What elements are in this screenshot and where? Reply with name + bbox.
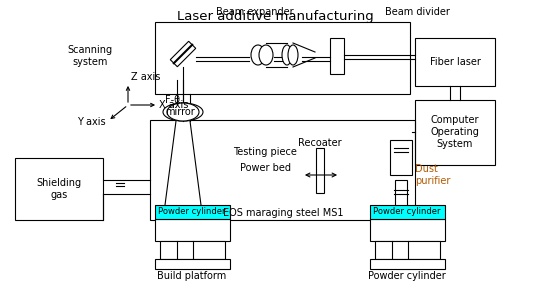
Text: X axis: X axis — [159, 100, 188, 110]
Text: Beam divider: Beam divider — [385, 7, 450, 17]
Text: Power bed: Power bed — [239, 163, 290, 173]
Bar — [370, 205, 445, 219]
Text: Powder cylinder: Powder cylinder — [368, 271, 446, 281]
Bar — [155, 219, 230, 241]
Text: Shielding
gas: Shielding gas — [36, 178, 81, 200]
Text: Powder cylinder: Powder cylinder — [158, 207, 225, 216]
Bar — [160, 241, 225, 259]
Text: F-θ
mirror: F-θ mirror — [165, 95, 195, 117]
Ellipse shape — [282, 45, 292, 65]
Ellipse shape — [163, 103, 203, 121]
Polygon shape — [170, 41, 196, 67]
Bar — [316, 148, 324, 193]
Bar — [415, 100, 495, 165]
Bar — [155, 205, 230, 219]
Bar — [375, 241, 440, 259]
Bar — [155, 259, 230, 269]
Text: Beam expander: Beam expander — [216, 7, 294, 17]
Bar — [370, 259, 445, 269]
Bar — [330, 38, 344, 74]
Text: Fiber laser: Fiber laser — [430, 57, 481, 67]
Text: Z axis: Z axis — [131, 72, 161, 82]
Ellipse shape — [288, 45, 298, 65]
Text: Build platform: Build platform — [157, 271, 227, 281]
Text: Dust
purifier: Dust purifier — [415, 164, 450, 186]
Bar — [415, 38, 495, 86]
Bar — [395, 180, 407, 210]
Bar — [15, 158, 103, 220]
Text: Recoater: Recoater — [298, 138, 342, 148]
Ellipse shape — [251, 45, 265, 65]
Text: Powder cylinder: Powder cylinder — [373, 207, 441, 216]
Text: Testing piece: Testing piece — [233, 147, 297, 157]
Text: EOS maraging steel MS1: EOS maraging steel MS1 — [223, 208, 343, 218]
Text: Scanning
system: Scanning system — [68, 45, 113, 67]
Bar — [150, 120, 415, 220]
Bar — [155, 22, 410, 94]
Text: Laser additive manufacturing: Laser additive manufacturing — [177, 10, 373, 23]
Ellipse shape — [167, 103, 199, 121]
Bar — [370, 219, 445, 241]
Text: Computer
Operating
System: Computer Operating System — [431, 115, 480, 149]
Bar — [390, 140, 412, 175]
Ellipse shape — [259, 45, 273, 65]
Text: Y axis: Y axis — [78, 117, 106, 127]
